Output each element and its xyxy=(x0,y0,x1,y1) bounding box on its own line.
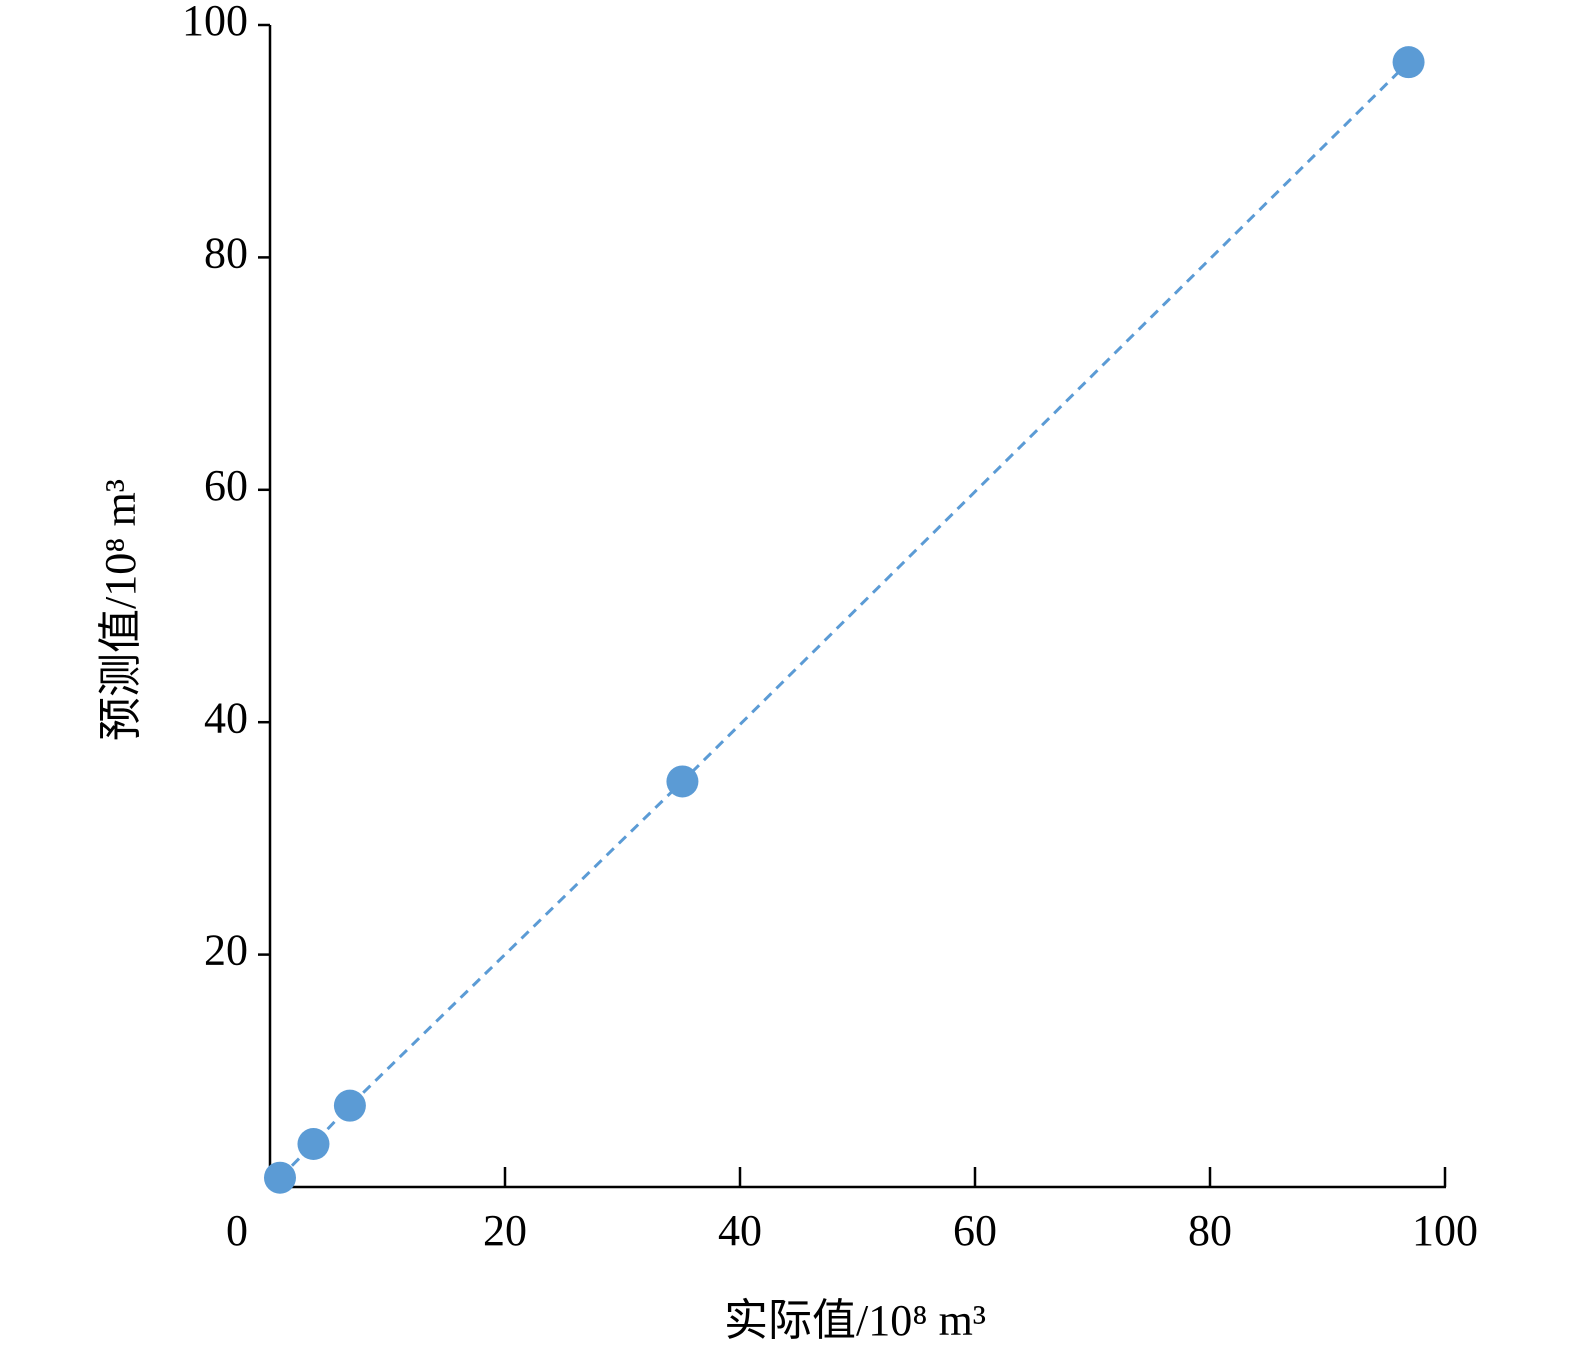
point xyxy=(666,765,699,798)
y-tick-label: 80 xyxy=(204,228,248,277)
y-axis-title: 预测值/10⁸ m³ xyxy=(96,479,145,741)
x-tick-label: 100 xyxy=(1412,1206,1478,1255)
point xyxy=(263,1161,296,1194)
point xyxy=(297,1128,330,1161)
x-axis-title: 实际值/10⁸ m³ xyxy=(724,1296,986,1345)
x-tick-label: 60 xyxy=(953,1206,997,1255)
x-tick-label: 80 xyxy=(1188,1206,1232,1255)
y-tick-label: 20 xyxy=(204,926,248,975)
y-tick-label: 60 xyxy=(204,461,248,510)
x-tick-label: 0 xyxy=(226,1206,248,1255)
point xyxy=(333,1089,366,1122)
y-tick-label: 100 xyxy=(182,0,248,45)
point xyxy=(1392,46,1425,79)
trend-line xyxy=(278,61,1410,1179)
y-tick-label: 40 xyxy=(204,693,248,742)
x-tick-label: 20 xyxy=(483,1206,527,1255)
x-tick-label: 40 xyxy=(718,1206,762,1255)
